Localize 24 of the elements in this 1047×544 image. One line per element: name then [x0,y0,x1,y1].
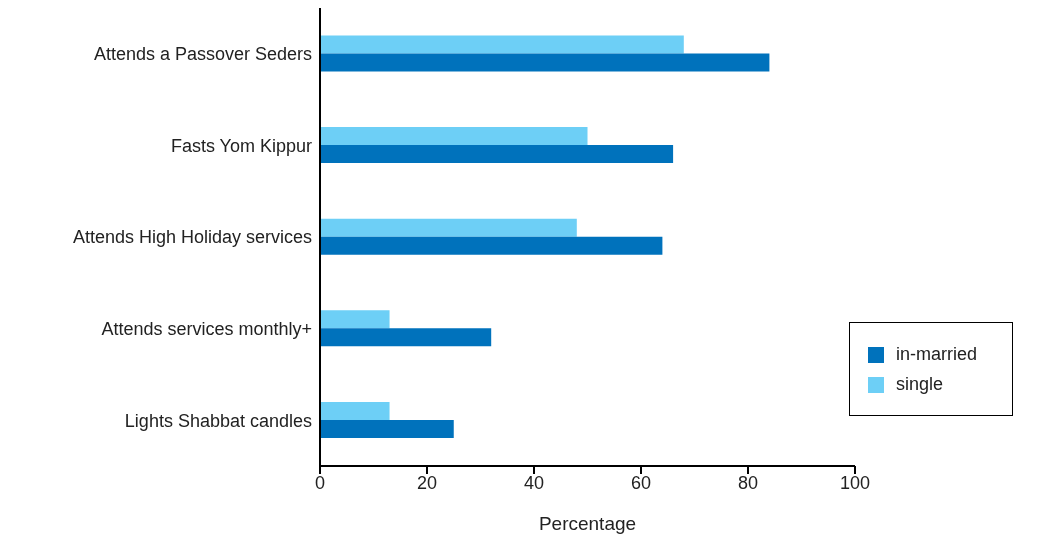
legend-label: single [896,374,944,394]
x-tick-label: 0 [314,472,326,493]
y-tick-label: Attends High Holiday services [72,227,312,248]
bar [320,35,684,54]
legend-label: in-married [896,344,978,364]
y-tick-label: Attends services monthly+ [101,318,312,339]
x-tick-label: 80 [737,472,759,493]
bar [320,218,577,237]
x-axis-title: Percentage [538,513,637,534]
bar [320,401,390,420]
bar [320,53,770,72]
bar [320,328,492,347]
y-tick-label: Attends a Passover Seders [93,44,312,65]
bar [320,236,663,255]
x-tick-label: 20 [416,472,438,493]
bar [320,145,674,164]
x-tick-label: 40 [523,472,545,493]
x-tick-label: 60 [630,472,652,493]
bar [320,310,390,329]
y-tick-label: Fasts Yom Kippur [170,135,312,156]
x-tick-label: 100 [839,472,871,493]
bar [320,419,454,438]
bar [320,127,588,146]
y-tick-label: Lights Shabbat candles [124,410,312,431]
